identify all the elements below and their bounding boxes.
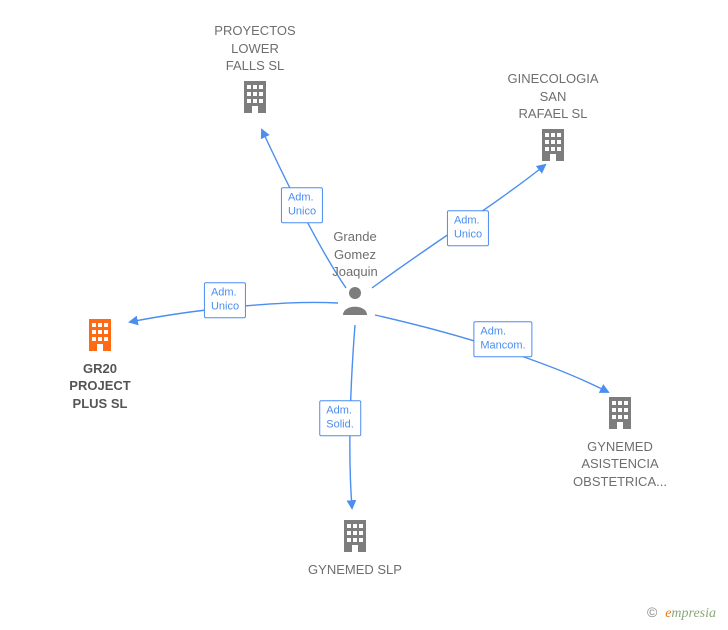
edge-label-proyectos: Adm. Unico [281,187,323,223]
company-label: GYNEMEDASISTENCIAOBSTETRICA... [560,438,680,491]
edge-label-ginecologia: Adm. Unico [447,210,489,246]
company-node-ginecologia[interactable]: GINECOLOGIASANRAFAEL SL [493,70,613,165]
edge-label-gynemed_slp: Adm. Solid. [319,400,361,436]
brand-rest: mpresia [671,606,716,621]
center-label: Grande Gomez Joaquin [295,228,415,281]
edge-label-gr20: Adm. Unico [204,282,246,318]
company-label: GINECOLOGIASANRAFAEL SL [493,70,613,123]
copyright-symbol: © [647,604,657,620]
company-node-gynemed_asist[interactable]: GYNEMEDASISTENCIAOBSTETRICA... [560,395,680,490]
person-icon [341,285,369,320]
company-node-proyectos[interactable]: PROYECTOSLOWERFALLS SL [195,22,315,117]
edge-label-gynemed_asist: Adm. Mancom. [473,321,532,357]
diagram-canvas: Grande Gomez Joaquin PROYECTOSLOWERFALLS… [0,0,728,630]
building-icon [538,127,568,166]
company-node-gynemed_slp[interactable]: GYNEMED SLP [295,518,415,578]
building-icon [85,317,115,356]
company-label: GYNEMED SLP [295,561,415,579]
building-icon [605,395,635,434]
center-node[interactable]: Grande Gomez Joaquin [295,228,415,319]
company-label: GR20PROJECTPLUS SL [40,360,160,413]
building-icon [340,518,370,557]
company-node-gr20[interactable]: GR20PROJECTPLUS SL [40,317,160,412]
company-label: PROYECTOSLOWERFALLS SL [195,22,315,75]
building-icon [240,79,270,118]
footer-credit: © empresia [647,604,716,622]
